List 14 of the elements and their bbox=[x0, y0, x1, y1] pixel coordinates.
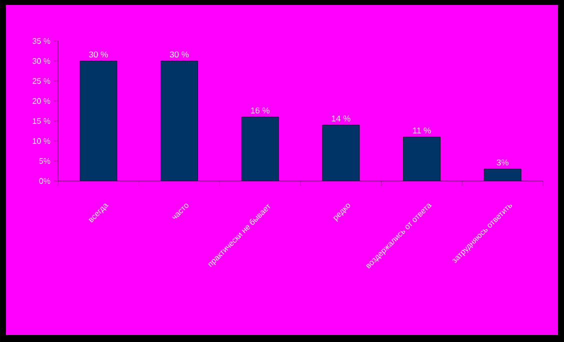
data-label: 30 % bbox=[170, 51, 189, 58]
data-label: 30 % bbox=[89, 51, 108, 58]
y-tick-label: 30 % bbox=[32, 58, 50, 64]
y-tick-label: 25 % bbox=[32, 78, 50, 84]
y-tick-label: 20 % bbox=[32, 98, 50, 104]
data-label: 11 % bbox=[413, 128, 431, 134]
y-tick-label: 35 % bbox=[32, 38, 50, 44]
data-label: 14 % bbox=[332, 116, 350, 122]
data-label: 16 % bbox=[251, 107, 270, 114]
y-tick-label: 5% bbox=[39, 158, 50, 164]
y-tick-label: 15 % bbox=[32, 118, 50, 124]
data-label: 3% bbox=[496, 159, 508, 166]
y-tick-label: 10 % bbox=[32, 138, 50, 144]
y-tick-label: 0% bbox=[39, 178, 50, 184]
